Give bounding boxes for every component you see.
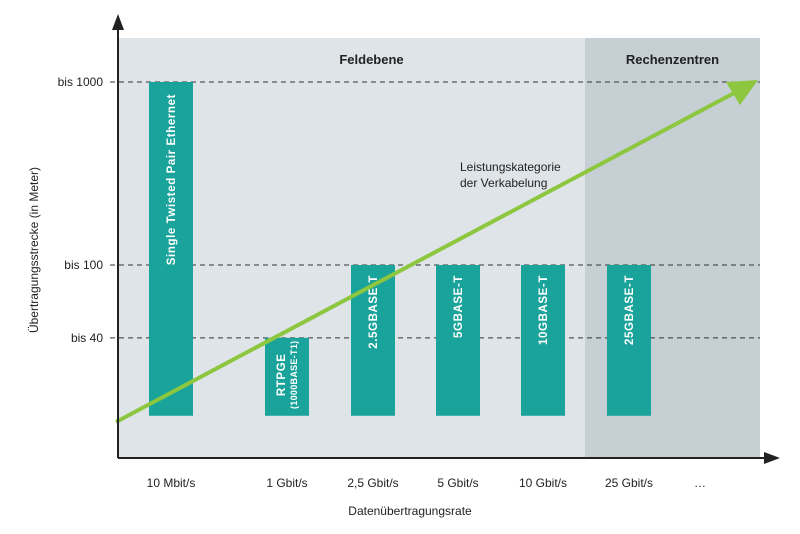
bar-2 [265, 337, 309, 416]
x-axis-title: Datenübertragungsrate [348, 504, 472, 518]
trend-arrow-head [726, 80, 758, 105]
trend-arrow-line [115, 90, 737, 424]
x-axis-arrow [764, 452, 780, 464]
chart-grid [110, 81, 760, 339]
annotation-line-2: der Verkabelung [460, 176, 547, 190]
trend-arrow-group [115, 80, 758, 424]
y-axis-title: Übertragungsstrecke (in Meter) [27, 167, 41, 333]
bar-label-group-4: 5GBASE-T [453, 275, 465, 338]
y-tick-label-1000: bis 1000 [58, 75, 104, 89]
bar-label-6: 25GBASE-T [624, 275, 636, 345]
bar-label-group-3: 2.5GBASE-T [368, 275, 380, 349]
region-label-feldebene: Feldebene [339, 52, 403, 67]
x-tick-label-5: 10 Gbit/s [519, 476, 567, 490]
bar-6 [607, 265, 651, 416]
bar-3 [351, 265, 395, 416]
bar-4 [436, 265, 480, 416]
chart-labels: Feldebene Rechenzentren bis 1000 bis 100 bis… [27, 52, 719, 518]
x-tick-label-6: 25 Gbit/s [605, 476, 653, 490]
x-tick-label-4: 5 Gbit/s [437, 476, 478, 490]
bar-5 [521, 265, 565, 416]
bar-sublabel-2: (1000BASE-T1) [289, 341, 299, 409]
chart-bars: Single Twisted Pair Ethernet RTPGE (1000BA… [149, 82, 651, 416]
bar-label-2: RTPGE [276, 353, 288, 396]
bar-label-4: 5GBASE-T [453, 275, 465, 338]
y-tick-label-100: bis 100 [64, 258, 103, 272]
bar-label-5: 10GBASE-T [538, 275, 550, 345]
bar-label-group-1: Single Twisted Pair Ethernet [166, 94, 178, 265]
region-label-rechenzentren: Rechenzentren [626, 52, 719, 67]
bar-label-1: Single Twisted Pair Ethernet [166, 94, 178, 265]
chart-axes [112, 14, 780, 464]
bar-label-group-2: RTPGE (1000BASE-T1) [276, 341, 299, 409]
x-tick-label-3: 2,5 Gbit/s [347, 476, 398, 490]
y-axis-title-group: Übertragungsstrecke (in Meter) [27, 167, 41, 333]
y-axis-arrow [112, 14, 124, 30]
bar-label-group-5: 10GBASE-T [538, 275, 550, 345]
annotation-line-1: Leistungskategorie [460, 160, 561, 174]
x-tick-label-2: 1 Gbit/s [266, 476, 307, 490]
bar-label-group-6: 25GBASE-T [624, 275, 636, 345]
x-tick-label-1: 10 Mbit/s [147, 476, 196, 490]
bar-1 [149, 82, 193, 416]
y-tick-label-40: bis 40 [71, 331, 103, 345]
x-tick-label-7: … [694, 476, 706, 490]
bar-label-3: 2.5GBASE-T [368, 275, 380, 349]
